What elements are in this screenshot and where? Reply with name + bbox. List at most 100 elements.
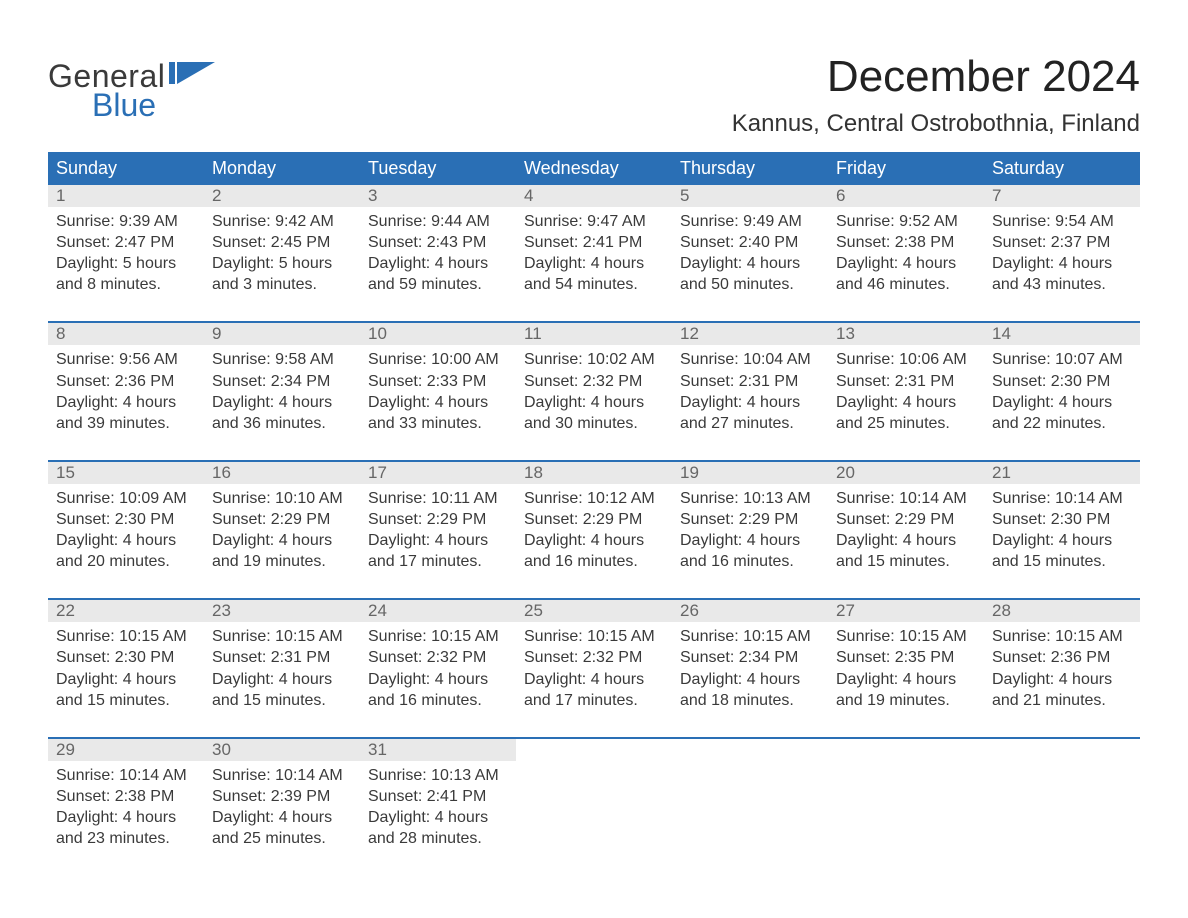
day-number: 3 — [360, 185, 516, 207]
day-number — [672, 739, 828, 761]
day-line: Sunset: 2:41 PM — [524, 232, 664, 253]
day-cell: Sunrise: 10:07 AMSunset: 2:30 PMDaylight… — [984, 345, 1140, 460]
day-line: Sunset: 2:30 PM — [992, 371, 1132, 392]
day-line: and 19 minutes. — [836, 690, 976, 711]
day-number: 17 — [360, 462, 516, 484]
day-line: Sunset: 2:36 PM — [992, 647, 1132, 668]
daynum-row: 293031 — [48, 739, 1140, 761]
day-line: Sunset: 2:38 PM — [56, 786, 196, 807]
day-line: Sunrise: 9:42 AM — [212, 211, 352, 232]
day-line: Daylight: 4 hours — [836, 392, 976, 413]
day-line: Sunrise: 10:09 AM — [56, 488, 196, 509]
day-line: and 3 minutes. — [212, 274, 352, 295]
day-line: Daylight: 4 hours — [680, 530, 820, 551]
day-line: and 36 minutes. — [212, 413, 352, 434]
day-line: and 33 minutes. — [368, 413, 508, 434]
col-header: Saturday — [984, 152, 1140, 185]
day-line: Sunrise: 9:49 AM — [680, 211, 820, 232]
day-line: Daylight: 5 hours — [56, 253, 196, 274]
day-line: and 20 minutes. — [56, 551, 196, 572]
daybody-row: Sunrise: 10:09 AMSunset: 2:30 PMDaylight… — [48, 484, 1140, 599]
day-line: Sunrise: 10:10 AM — [212, 488, 352, 509]
day-line: Daylight: 4 hours — [680, 253, 820, 274]
day-line: Daylight: 4 hours — [524, 253, 664, 274]
day-line: Sunset: 2:36 PM — [56, 371, 196, 392]
day-line: Sunset: 2:31 PM — [836, 371, 976, 392]
day-line: Daylight: 4 hours — [212, 807, 352, 828]
day-line: Sunrise: 9:58 AM — [212, 349, 352, 370]
day-line: Daylight: 4 hours — [992, 530, 1132, 551]
day-line: Daylight: 4 hours — [524, 669, 664, 690]
day-number: 12 — [672, 323, 828, 345]
day-line: Sunrise: 9:39 AM — [56, 211, 196, 232]
day-line: Daylight: 4 hours — [992, 669, 1132, 690]
day-line: Daylight: 4 hours — [56, 530, 196, 551]
day-number: 30 — [204, 739, 360, 761]
day-line: Daylight: 4 hours — [56, 807, 196, 828]
daybody-row: Sunrise: 10:14 AMSunset: 2:38 PMDaylight… — [48, 761, 1140, 875]
day-number: 28 — [984, 600, 1140, 622]
day-cell: Sunrise: 9:52 AMSunset: 2:38 PMDaylight:… — [828, 207, 984, 322]
day-line: and 27 minutes. — [680, 413, 820, 434]
day-line: Daylight: 4 hours — [56, 392, 196, 413]
day-number: 15 — [48, 462, 204, 484]
day-number: 25 — [516, 600, 672, 622]
day-cell — [828, 761, 984, 875]
day-number: 31 — [360, 739, 516, 761]
day-line: Sunrise: 10:14 AM — [212, 765, 352, 786]
day-number: 7 — [984, 185, 1140, 207]
day-line: Sunset: 2:35 PM — [836, 647, 976, 668]
day-line: Sunrise: 9:47 AM — [524, 211, 664, 232]
day-cell: Sunrise: 9:47 AMSunset: 2:41 PMDaylight:… — [516, 207, 672, 322]
day-line: Sunrise: 10:07 AM — [992, 349, 1132, 370]
day-line: and 39 minutes. — [56, 413, 196, 434]
day-line: Sunset: 2:29 PM — [212, 509, 352, 530]
day-line: Sunset: 2:31 PM — [212, 647, 352, 668]
day-line: Sunset: 2:43 PM — [368, 232, 508, 253]
day-line: and 30 minutes. — [524, 413, 664, 434]
day-cell: Sunrise: 10:04 AMSunset: 2:31 PMDaylight… — [672, 345, 828, 460]
day-line: and 19 minutes. — [212, 551, 352, 572]
day-line: and 25 minutes. — [212, 828, 352, 849]
day-line: and 15 minutes. — [56, 690, 196, 711]
day-line: Sunset: 2:30 PM — [56, 509, 196, 530]
day-line: Sunrise: 9:52 AM — [836, 211, 976, 232]
day-cell: Sunrise: 10:14 AMSunset: 2:30 PMDaylight… — [984, 484, 1140, 599]
day-line: Daylight: 4 hours — [368, 530, 508, 551]
col-header: Thursday — [672, 152, 828, 185]
day-cell: Sunrise: 10:15 AMSunset: 2:36 PMDaylight… — [984, 622, 1140, 737]
day-line: and 18 minutes. — [680, 690, 820, 711]
day-line: Sunset: 2:33 PM — [368, 371, 508, 392]
col-header: Wednesday — [516, 152, 672, 185]
day-line: and 59 minutes. — [368, 274, 508, 295]
day-line: Sunrise: 10:14 AM — [992, 488, 1132, 509]
daynum-row: 891011121314 — [48, 323, 1140, 345]
day-line: Sunset: 2:34 PM — [212, 371, 352, 392]
day-cell: Sunrise: 9:58 AMSunset: 2:34 PMDaylight:… — [204, 345, 360, 460]
day-number: 9 — [204, 323, 360, 345]
day-number: 14 — [984, 323, 1140, 345]
col-header: Sunday — [48, 152, 204, 185]
day-cell: Sunrise: 10:11 AMSunset: 2:29 PMDaylight… — [360, 484, 516, 599]
day-line: Daylight: 4 hours — [524, 392, 664, 413]
day-line: Sunset: 2:32 PM — [368, 647, 508, 668]
day-line: Sunset: 2:30 PM — [56, 647, 196, 668]
day-line: Sunset: 2:47 PM — [56, 232, 196, 253]
day-number: 23 — [204, 600, 360, 622]
day-line: and 46 minutes. — [836, 274, 976, 295]
day-line: Sunrise: 10:15 AM — [212, 626, 352, 647]
day-line: and 15 minutes. — [992, 551, 1132, 572]
calendar-table: Sunday Monday Tuesday Wednesday Thursday… — [48, 152, 1140, 875]
day-number: 22 — [48, 600, 204, 622]
day-line: and 17 minutes. — [524, 690, 664, 711]
daybody-row: Sunrise: 9:39 AMSunset: 2:47 PMDaylight:… — [48, 207, 1140, 322]
flag-icon — [169, 62, 215, 89]
day-line: Sunrise: 10:06 AM — [836, 349, 976, 370]
day-number: 8 — [48, 323, 204, 345]
header: General Blue December 2024 Kannus, Centr… — [48, 40, 1140, 152]
daynum-row: 1234567 — [48, 185, 1140, 207]
day-number: 10 — [360, 323, 516, 345]
day-number: 29 — [48, 739, 204, 761]
day-line: and 22 minutes. — [992, 413, 1132, 434]
day-line: Daylight: 4 hours — [524, 530, 664, 551]
